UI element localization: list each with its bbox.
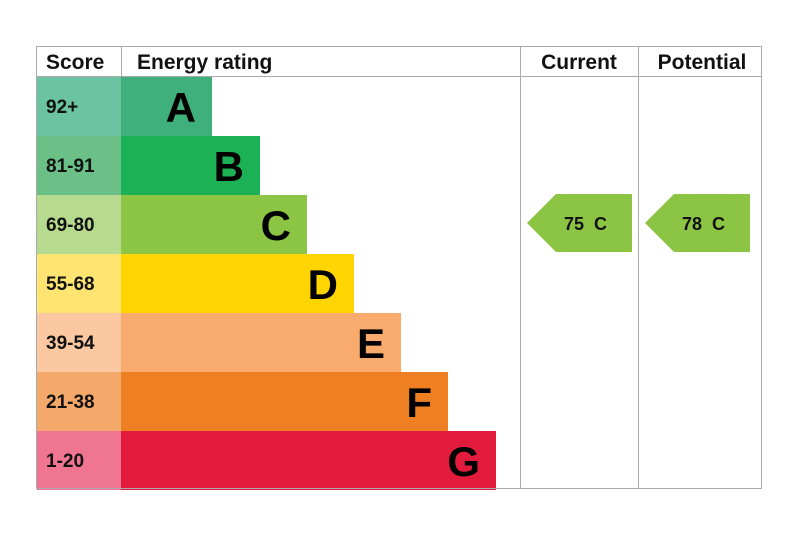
score-header: Score xyxy=(46,51,104,74)
current-rating-arrow xyxy=(527,194,632,252)
rating-letter: B xyxy=(214,143,244,190)
score-label: 1-20 xyxy=(46,451,84,472)
rating-bar-F xyxy=(121,372,448,431)
current-rating-label: 75 C xyxy=(564,214,607,234)
rating-bar-G xyxy=(121,431,496,490)
rating-bar-E xyxy=(121,313,401,372)
score-cell-F xyxy=(37,372,121,431)
potential-header: Potential xyxy=(658,51,747,74)
rating-letter: C xyxy=(261,202,291,249)
energy-rating-header: Energy rating xyxy=(137,51,272,74)
current-header: Current xyxy=(541,51,617,74)
score-label: 81-91 xyxy=(46,156,95,177)
score-label: 39-54 xyxy=(46,333,95,354)
score-label: 21-38 xyxy=(46,392,95,413)
rating-letter: G xyxy=(447,438,480,485)
rating-letter: D xyxy=(308,261,338,308)
score-label: 55-68 xyxy=(46,274,95,295)
score-label: 69-80 xyxy=(46,215,95,236)
table-border xyxy=(36,46,762,489)
score-cell-D xyxy=(37,254,121,313)
rating-letter: E xyxy=(357,320,385,367)
score-cell-G xyxy=(37,431,121,490)
rating-letter: A xyxy=(166,84,196,131)
score-cell-B xyxy=(37,136,121,195)
potential-rating-arrow xyxy=(645,194,750,252)
rating-bar-A xyxy=(121,77,212,136)
potential-rating-label: 78 C xyxy=(682,214,725,234)
score-cell-C xyxy=(37,195,121,254)
rating-letter: F xyxy=(406,379,432,426)
score-cell-A xyxy=(37,77,121,136)
rating-bar-B xyxy=(121,136,260,195)
rating-bar-D xyxy=(121,254,354,313)
score-label: 92+ xyxy=(46,97,78,118)
rating-bar-C xyxy=(121,195,307,254)
score-cell-E xyxy=(37,313,121,372)
